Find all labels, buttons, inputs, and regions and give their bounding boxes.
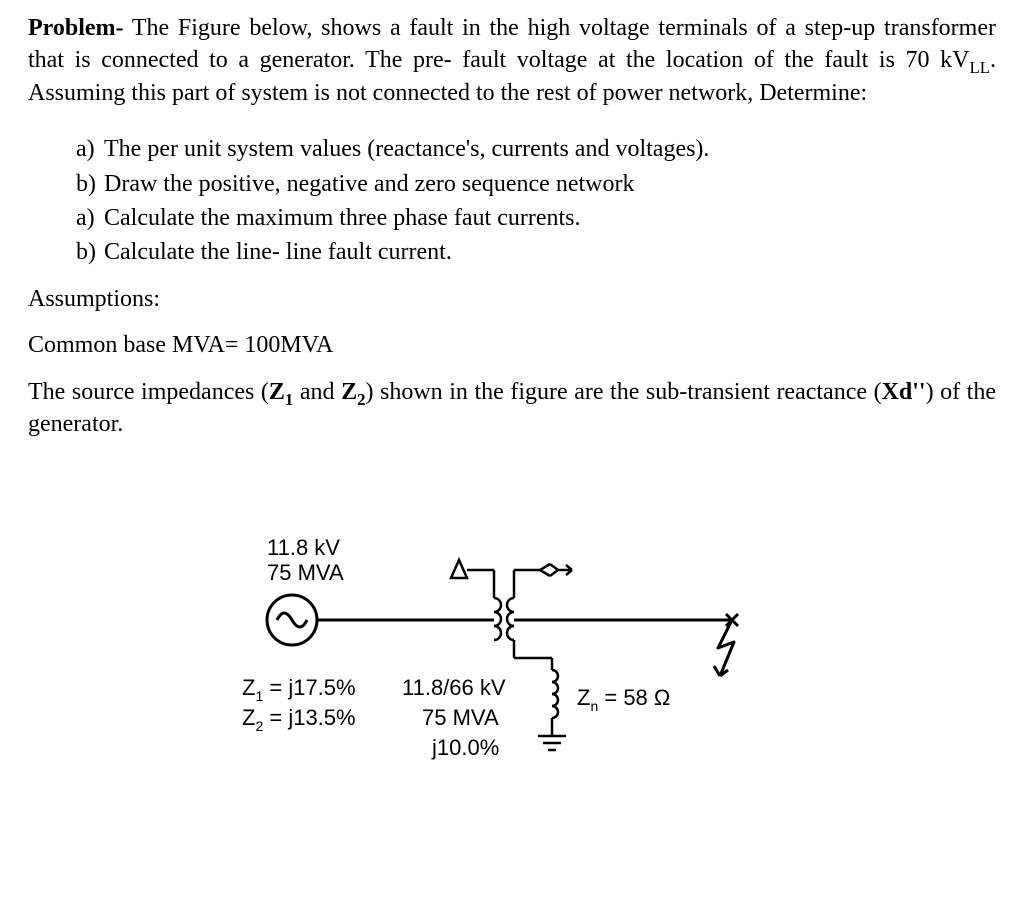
z2-main: Z: [341, 379, 357, 405]
question-list: a) The per unit system values (reactance…: [28, 133, 996, 269]
z1-main: Z: [269, 379, 285, 405]
assumption-text-3: ) shown in the figure are the sub-transi…: [365, 379, 881, 405]
question-item: a) Calculate the maximum three phase fau…: [76, 202, 996, 234]
question-marker: b): [76, 168, 104, 200]
gen-kv-label: 11.8 kV: [267, 535, 340, 560]
question-text: Draw the positive, negative and zero seq…: [104, 168, 634, 200]
inductor-icon: [552, 670, 558, 718]
question-text: Calculate the line- line fault current.: [104, 236, 452, 268]
question-marker: a): [76, 202, 104, 234]
wye-ground-icon: [540, 564, 572, 576]
question-text: Calculate the maximum three phase faut c…: [104, 202, 580, 234]
problem-label: Problem-: [28, 15, 124, 41]
fault-icon: [714, 614, 738, 676]
xfmr-mva-label: 75 MVA: [422, 705, 499, 730]
delta-icon: [451, 560, 467, 578]
problem-intro: Problem- The Figure below, shows a fault…: [28, 12, 996, 109]
ground-icon: [538, 736, 566, 750]
xfmr-x-label: j10.0%: [431, 735, 499, 760]
z2-label: Z2 = j13.5%: [242, 705, 356, 734]
transformer-icon: [494, 598, 514, 640]
z1-label: Z1 = j17.5%: [242, 675, 356, 704]
question-text: The per unit system values (reactance's,…: [104, 133, 709, 165]
assumption-text-1: The source impedances (: [28, 379, 269, 405]
assumption-text-2: and: [293, 379, 341, 405]
assumptions-heading: Assumptions:: [28, 283, 996, 315]
circuit-diagram: 11.8 kV 75 MVA Z1 = j17.5% Z2 = j13.5% 1…: [28, 500, 996, 820]
question-item: a) The per unit system values (reactance…: [76, 133, 996, 165]
problem-sub-ll: LL: [969, 58, 990, 77]
zn-label: Zn = 58 Ω: [577, 685, 670, 714]
question-marker: a): [76, 133, 104, 165]
assumption-para: The source impedances (Z1 and Z2) shown …: [28, 376, 996, 441]
gen-mva-label: 75 MVA: [267, 560, 344, 585]
question-marker: b): [76, 236, 104, 268]
problem-text-1: The Figure below, shows a fault in the h…: [28, 15, 996, 73]
question-item: b) Calculate the line- line fault curren…: [76, 236, 996, 268]
assumption-base: Common base MVA= 100MVA: [28, 329, 996, 361]
generator-sine-icon: [277, 613, 307, 627]
diagram-svg: 11.8 kV 75 MVA Z1 = j17.5% Z2 = j13.5% 1…: [232, 500, 792, 820]
xd: Xd'': [882, 379, 926, 405]
question-item: b) Draw the positive, negative and zero …: [76, 168, 996, 200]
xfmr-ratio-label: 11.8/66 kV: [402, 675, 506, 700]
